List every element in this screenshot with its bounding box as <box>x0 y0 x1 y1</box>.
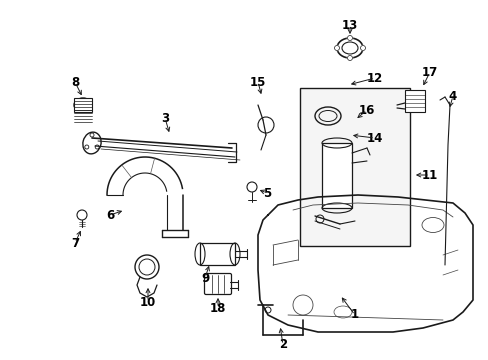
Text: 8: 8 <box>71 76 79 89</box>
Text: 11: 11 <box>421 168 437 181</box>
Bar <box>321 143 351 208</box>
Circle shape <box>347 36 352 41</box>
Text: 4: 4 <box>448 90 456 103</box>
Bar <box>299 88 409 246</box>
Text: 3: 3 <box>161 112 169 125</box>
Text: 7: 7 <box>71 237 79 249</box>
Text: 15: 15 <box>249 76 265 89</box>
Text: 17: 17 <box>421 66 437 78</box>
Text: 18: 18 <box>209 302 226 315</box>
Text: 9: 9 <box>201 271 209 284</box>
Text: 10: 10 <box>140 296 156 309</box>
Text: 6: 6 <box>106 208 114 221</box>
Text: 12: 12 <box>366 72 382 85</box>
Text: 13: 13 <box>341 18 357 32</box>
Text: 5: 5 <box>263 186 270 199</box>
Circle shape <box>347 55 352 60</box>
Text: 1: 1 <box>350 309 358 321</box>
Bar <box>200 243 235 265</box>
Circle shape <box>360 45 365 50</box>
Text: 2: 2 <box>278 338 286 351</box>
Bar <box>404 90 424 112</box>
Circle shape <box>334 45 339 50</box>
Text: 16: 16 <box>358 104 374 117</box>
FancyBboxPatch shape <box>204 274 231 294</box>
Text: 14: 14 <box>366 131 383 144</box>
Bar <box>74 98 92 112</box>
